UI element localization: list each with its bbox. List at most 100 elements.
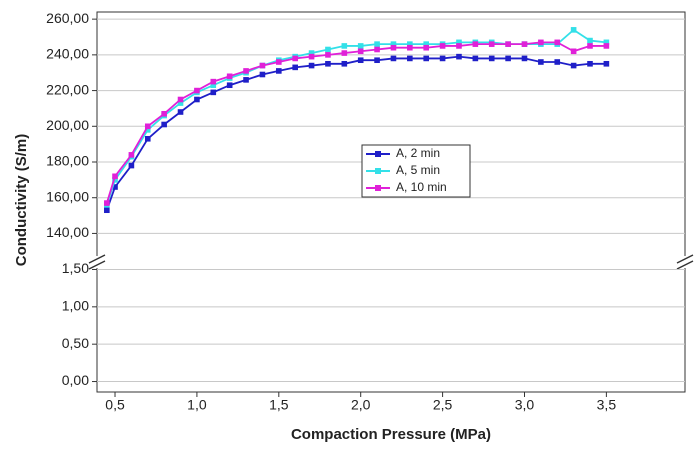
y-tick-label: 0,00 — [62, 372, 89, 388]
data-point — [472, 55, 479, 62]
y-tick-label: 1,50 — [62, 260, 89, 276]
y-tick-label: 220,00 — [46, 81, 89, 97]
data-point — [390, 44, 397, 51]
data-point — [112, 177, 118, 183]
data-point — [357, 43, 364, 49]
data-point — [603, 43, 610, 49]
axis-break — [88, 254, 694, 270]
series-line — [105, 41, 607, 204]
data-point — [276, 59, 282, 65]
grid-layer — [97, 18, 685, 383]
data-point — [357, 48, 364, 55]
data-point — [521, 41, 528, 47]
data-point — [603, 60, 610, 67]
data-point — [341, 60, 348, 67]
data-point — [357, 57, 364, 64]
data-point — [407, 55, 413, 62]
data-point — [439, 43, 446, 49]
data-point — [177, 109, 184, 115]
data-point — [112, 173, 118, 180]
data-point — [112, 184, 118, 190]
data-point — [292, 55, 298, 62]
data-point — [587, 43, 593, 49]
data-point — [325, 60, 331, 67]
legend-marker — [375, 185, 381, 191]
data-point — [177, 96, 184, 103]
data-point — [243, 68, 249, 74]
data-point — [374, 41, 380, 47]
data-point — [104, 207, 110, 214]
data-point — [554, 39, 561, 46]
data-point — [423, 44, 430, 51]
data-point — [587, 60, 593, 67]
y-tick-label: 160,00 — [46, 188, 89, 204]
data-point — [128, 152, 135, 158]
legend-marker — [375, 168, 381, 174]
data-point — [210, 78, 217, 85]
data-point — [374, 57, 380, 64]
data-point — [308, 53, 315, 60]
x-tick-label: 0,5 — [105, 397, 125, 413]
data-point — [161, 121, 167, 128]
data-point — [226, 82, 233, 89]
x-tick-label: 1,0 — [187, 397, 207, 413]
data-point — [488, 41, 495, 47]
data-point — [456, 39, 462, 46]
data-point — [341, 50, 348, 56]
break-gap — [89, 256, 105, 268]
x-tick-label: 2,5 — [433, 397, 453, 413]
data-point — [488, 55, 495, 62]
data-point — [325, 46, 331, 53]
data-point — [210, 89, 217, 96]
data-point — [341, 43, 348, 49]
data-point — [423, 41, 430, 47]
data-point — [243, 77, 249, 83]
data-point — [407, 44, 413, 51]
data-point — [521, 55, 528, 62]
data-point — [505, 55, 511, 62]
data-point — [210, 82, 217, 89]
data-point — [603, 39, 610, 46]
data-point — [570, 62, 577, 69]
x-tick-label: 3,0 — [515, 397, 535, 413]
y-axis-label: Conductivity (S/m) — [13, 134, 30, 267]
data-point — [308, 50, 315, 56]
legend-label: A, 10 min — [396, 180, 447, 194]
y-tick-label: 180,00 — [46, 153, 89, 169]
data-point — [554, 59, 561, 65]
x-tick-label: 1,5 — [269, 397, 289, 413]
data-point — [390, 55, 397, 62]
legend-label: A, 2 min — [396, 146, 440, 160]
data-point — [144, 135, 151, 142]
y-tick-label: 240,00 — [46, 46, 89, 62]
x-tick-label: 3,5 — [597, 397, 617, 413]
data-point — [128, 162, 135, 169]
data-point — [226, 73, 233, 80]
data-point — [456, 43, 462, 49]
legend-marker — [375, 151, 381, 157]
data-point — [292, 64, 298, 71]
data-point — [276, 68, 282, 74]
data-point — [194, 96, 200, 103]
data-point — [407, 41, 413, 47]
data-point — [390, 41, 397, 47]
data-point — [472, 41, 479, 47]
legend-label: A, 5 min — [396, 163, 440, 177]
y-tick-label: 260,00 — [46, 10, 89, 26]
series-line — [105, 55, 607, 211]
data-point — [374, 46, 380, 53]
data-point — [161, 110, 167, 117]
data-point — [538, 59, 544, 65]
data-point — [308, 62, 315, 69]
x-tick-label: 2,0 — [351, 397, 371, 413]
x-axis-label: Compaction Pressure (MPa) — [291, 426, 491, 443]
y-tick-label: 200,00 — [46, 117, 89, 133]
legend: A, 2 min A, 5 min A, 10 min — [361, 144, 471, 198]
data-point — [144, 127, 151, 133]
plot-frame — [96, 11, 686, 393]
data-point — [538, 39, 544, 46]
data-point — [570, 27, 577, 33]
y-tick-label: 140,00 — [46, 224, 89, 240]
y-tick-label: 0,50 — [62, 335, 89, 351]
data-point — [423, 55, 430, 62]
